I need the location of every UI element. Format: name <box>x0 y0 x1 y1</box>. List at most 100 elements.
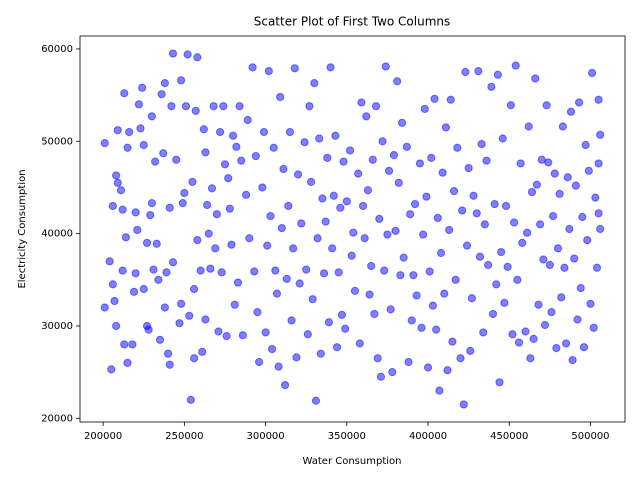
point <box>162 268 171 277</box>
point <box>193 235 202 245</box>
point <box>449 187 459 196</box>
point <box>370 309 379 319</box>
point <box>596 130 605 139</box>
y-tick-label: 30000 <box>41 321 73 332</box>
point <box>518 238 527 247</box>
point <box>123 358 132 367</box>
point <box>311 396 321 405</box>
point <box>388 368 397 377</box>
point <box>222 332 231 341</box>
point <box>319 269 329 278</box>
point <box>524 122 533 131</box>
point <box>493 70 502 79</box>
point <box>472 209 481 218</box>
point <box>484 260 493 270</box>
point <box>302 265 311 274</box>
point <box>105 257 114 266</box>
point <box>342 197 351 206</box>
point <box>164 349 173 358</box>
point <box>430 94 439 103</box>
point <box>154 275 163 284</box>
point <box>498 134 507 143</box>
point <box>305 102 314 111</box>
point <box>310 78 319 88</box>
point <box>316 349 325 358</box>
point <box>412 291 421 300</box>
point <box>116 186 126 195</box>
point <box>516 159 525 168</box>
point <box>241 190 251 199</box>
point <box>527 187 537 197</box>
point <box>591 193 600 202</box>
point <box>190 284 199 294</box>
point <box>216 127 225 137</box>
point <box>277 223 286 233</box>
point <box>157 90 166 99</box>
point <box>165 360 174 369</box>
point <box>165 203 174 212</box>
point <box>303 330 312 339</box>
point <box>565 224 574 234</box>
point <box>552 344 561 353</box>
point <box>357 98 366 107</box>
point <box>575 98 584 107</box>
point <box>254 357 264 367</box>
point <box>542 101 551 110</box>
point <box>396 271 405 280</box>
point <box>230 300 239 309</box>
point <box>160 303 169 312</box>
point <box>100 303 109 312</box>
point <box>251 151 260 161</box>
point <box>562 339 571 348</box>
point <box>404 357 413 367</box>
point <box>133 225 142 235</box>
point <box>393 77 402 86</box>
point <box>332 343 342 352</box>
point <box>152 239 161 248</box>
point <box>227 240 236 249</box>
point <box>514 338 524 347</box>
point <box>406 210 415 219</box>
point <box>584 166 593 175</box>
point <box>532 180 541 189</box>
point <box>435 386 444 395</box>
point <box>274 362 283 371</box>
point <box>113 126 122 135</box>
x-tick-label: 500000 <box>571 431 609 442</box>
point <box>407 316 416 325</box>
point <box>555 189 564 199</box>
point <box>123 143 132 152</box>
point <box>125 127 134 137</box>
chart-title: Scatter Plot of First Two Columns <box>254 15 451 29</box>
point <box>211 244 220 253</box>
point <box>563 173 572 182</box>
point <box>497 247 506 257</box>
point <box>394 178 403 187</box>
point <box>467 294 476 303</box>
point <box>381 62 390 71</box>
point <box>233 278 243 287</box>
point <box>139 284 148 294</box>
point <box>428 301 438 310</box>
point <box>402 142 412 151</box>
point <box>571 181 580 190</box>
point <box>224 174 233 183</box>
point <box>138 83 147 92</box>
point <box>549 211 558 221</box>
point <box>188 177 197 187</box>
point <box>545 260 554 270</box>
point <box>334 268 343 277</box>
point <box>128 340 137 349</box>
point <box>389 151 399 160</box>
point <box>190 354 199 363</box>
point <box>175 319 184 328</box>
point <box>131 208 140 217</box>
point <box>495 378 504 387</box>
point <box>501 201 511 211</box>
point <box>529 334 538 343</box>
point <box>160 78 169 88</box>
point <box>112 171 121 180</box>
point <box>245 234 254 243</box>
point <box>295 279 304 288</box>
